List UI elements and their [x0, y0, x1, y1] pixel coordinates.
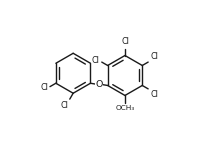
Text: Cl: Cl	[149, 90, 157, 99]
Text: Cl: Cl	[40, 83, 48, 92]
Text: O: O	[95, 80, 102, 89]
Text: Cl: Cl	[91, 56, 99, 65]
Text: Cl: Cl	[149, 52, 157, 61]
Text: Cl: Cl	[121, 37, 128, 46]
Text: OCH₃: OCH₃	[115, 105, 134, 111]
Text: Cl: Cl	[60, 101, 68, 110]
